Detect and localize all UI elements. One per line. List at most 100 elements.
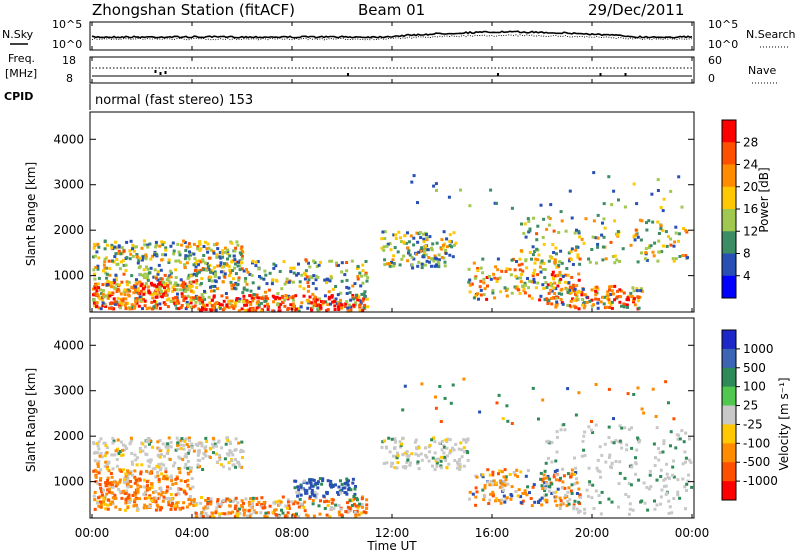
echo-cell <box>583 511 587 515</box>
echo-cell <box>362 510 366 514</box>
echo-cell <box>575 245 579 249</box>
echo-cell <box>197 298 201 302</box>
echo-cell <box>570 216 574 220</box>
echo-cell <box>144 282 148 286</box>
echo-cell <box>630 426 633 430</box>
echo-cell <box>184 492 188 496</box>
echo-cell <box>186 451 190 455</box>
echo-cell <box>133 475 137 479</box>
echo-cell <box>530 257 533 261</box>
echo-cell <box>625 448 629 452</box>
echo-cell <box>136 289 140 293</box>
echo-cell <box>404 241 408 245</box>
echo-cell <box>381 440 385 444</box>
echo-cell <box>99 307 103 311</box>
echo-cell <box>240 245 244 249</box>
echo-cell <box>156 505 160 509</box>
echo-cell <box>165 474 169 478</box>
echo-cell <box>337 485 341 489</box>
echo-cell <box>559 249 563 253</box>
echo-cell <box>478 285 482 289</box>
colorbar-segment <box>722 231 736 254</box>
echo-cell <box>496 268 500 272</box>
echo-cell <box>362 292 366 296</box>
echo-cell <box>651 220 655 224</box>
echo-cell <box>610 466 613 470</box>
echo-cell <box>175 501 179 505</box>
echo-cell <box>144 257 148 261</box>
echo-cell <box>311 484 315 488</box>
echo-cell <box>249 497 252 501</box>
echo-cell <box>165 497 169 500</box>
echo-cell <box>408 253 412 257</box>
echo-cell <box>189 469 193 473</box>
echo-cell <box>311 478 315 482</box>
echo-cell <box>238 268 242 272</box>
echo-cell <box>256 296 260 300</box>
echo-cell <box>381 230 385 234</box>
echo-cell <box>180 294 184 298</box>
echo-cell <box>189 296 193 300</box>
echo-cell <box>397 230 401 234</box>
echo-cell <box>105 272 109 276</box>
echo-cell <box>634 462 638 466</box>
echo-cell <box>121 448 125 452</box>
echo-cell <box>662 442 666 446</box>
echo-cell <box>234 458 237 461</box>
echo-cell <box>617 198 620 202</box>
echo-cell <box>500 498 504 502</box>
echo-cell <box>138 292 142 296</box>
echo-cell <box>223 275 227 279</box>
echo-cell <box>164 470 168 474</box>
echo-cell <box>601 258 605 262</box>
echo-cell <box>244 277 248 280</box>
echo-cell <box>609 285 613 288</box>
echo-cell <box>353 510 357 514</box>
echo-cell <box>285 277 289 281</box>
echo-cell <box>143 272 147 276</box>
echo-cell <box>645 485 649 489</box>
echo-cell <box>544 493 548 497</box>
echo-cell <box>122 468 125 472</box>
echo-cell <box>146 285 150 289</box>
echo-cell <box>400 257 404 261</box>
echo-cell <box>103 503 107 506</box>
echo-cell <box>637 478 641 482</box>
echo-cell <box>180 292 184 296</box>
echo-cell <box>97 286 101 290</box>
echo-cell <box>553 296 557 300</box>
echo-cell <box>602 202 606 206</box>
echo-cell <box>123 480 127 484</box>
echo-cell <box>181 283 185 287</box>
echo-cell <box>445 466 449 470</box>
echo-cell <box>135 245 138 249</box>
echo-cell <box>577 487 581 491</box>
echo-cell <box>121 251 125 255</box>
echo-cell <box>550 256 554 260</box>
echo-cell <box>149 497 153 501</box>
echo-cell <box>323 278 327 282</box>
echo-cell <box>567 486 571 490</box>
echo-cell <box>632 300 636 304</box>
echo-cell <box>496 257 500 261</box>
echo-cell <box>607 175 611 179</box>
echo-cell <box>440 256 444 259</box>
echo-cell <box>179 260 182 264</box>
echo-cell <box>388 264 392 268</box>
echo-cell <box>602 302 606 306</box>
date-label: 29/Dec/2011 <box>588 1 684 19</box>
echo-cell <box>131 462 135 466</box>
echo-cell <box>361 299 365 303</box>
echo-cell <box>416 201 419 205</box>
echo-cell <box>674 225 678 229</box>
echo-cell <box>337 263 340 267</box>
echo-cell <box>125 240 129 244</box>
echo-cell <box>491 291 495 295</box>
echo-cell <box>114 240 118 244</box>
echo-cell <box>218 512 222 516</box>
echo-cell <box>650 192 654 196</box>
echo-cell <box>128 471 132 475</box>
echo-cell <box>339 479 342 483</box>
echo-cell <box>308 295 312 299</box>
echo-cell <box>133 469 137 473</box>
